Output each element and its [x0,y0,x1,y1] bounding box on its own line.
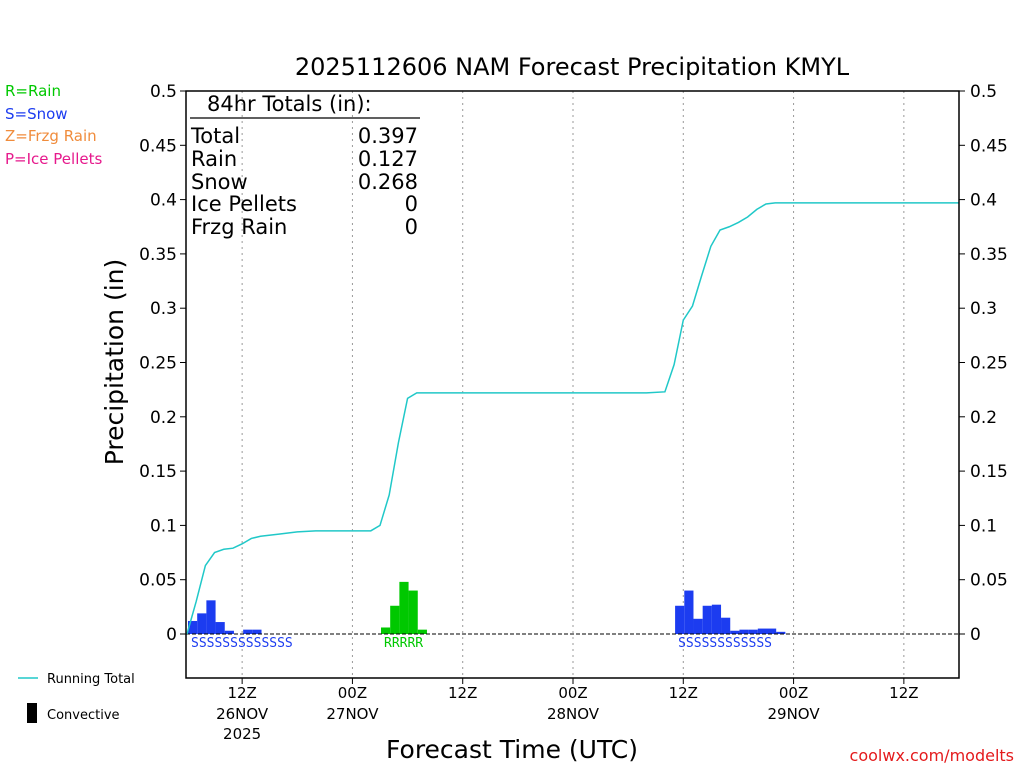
bar-snow [224,630,234,634]
y-axis-left: 0 0.05 0.1 0.15 0.2 0.25 0.3 0.35 0.4 0.45 0.5 [139,82,186,645]
totals-label-snow: Snow [191,170,248,194]
y-tick-label-right: 0.5 [970,82,997,102]
y-tick-label-right: 0.35 [970,245,1008,265]
bar-snow [215,622,225,634]
y-tick-label-right: 0.45 [970,136,1008,156]
totals-box: 84hr Totals (in): Total 0.397 Rain 0.127… [190,92,420,239]
ptype-label-row: SSSSSSSSSSSSS [191,636,293,651]
totals-label-total: Total [190,124,240,148]
totals-value-snow: 0.268 [358,170,418,194]
running-total-legend-label: Running Total [47,672,135,687]
bar-rain [381,627,391,634]
bar-rain [390,605,400,634]
y-tick-label-right: 0.1 [970,516,997,536]
x-tick-label-time: 12Z [448,684,477,702]
convective-swatch [27,703,37,723]
bar-snow [757,628,767,634]
legend-snow: S=Snow [5,105,68,123]
y-tick-label-right: 0 [970,625,981,645]
bar-snow [675,605,685,634]
x-tick-label-time: 12Z [669,684,698,702]
running-total-line [186,202,959,635]
totals-label-freezing-rain: Frzg Rain [191,215,287,239]
bar-snow [776,631,786,634]
bar-rain [399,581,409,634]
bar-snow [739,629,749,634]
y-tick-label-right: 0.25 [970,354,1008,374]
y-tick-label-right: 0.2 [970,408,997,428]
x-tick-label-time: 12Z [227,684,256,702]
bottom-legend: Running Total Convective [18,672,135,723]
y-tick-label-left: 0.4 [150,191,177,211]
y-tick-label-left: 0.2 [150,408,177,428]
x-tick-label-time: 00Z [558,684,587,702]
bar-snow [767,628,777,634]
totals-value-rain: 0.127 [358,147,418,171]
bar-snow [748,629,758,634]
totals-label-rain: Rain [191,147,237,171]
bar-snow [693,618,703,634]
x-tick-label-year: 2025 [223,725,261,743]
y-axis-right: 0 0.05 0.1 0.15 0.2 0.25 0.3 0.35 0.4 0.45 0.5 [959,82,1008,645]
bar-snow [684,590,694,634]
bar-snow [711,604,722,634]
y-tick-label-right: 0.15 [970,462,1008,482]
bar-rain [408,590,418,634]
x-axis-label: Forecast Time (UTC) [386,735,638,764]
totals-value-freezing-rain: 0 [405,215,418,239]
x-tick-label-time: 00Z [779,684,808,702]
chart-title: 2025112606 NAM Forecast Precipitation KM… [295,53,850,81]
totals-value-ice-pellets: 0 [405,192,418,216]
bar-snow [188,620,198,634]
y-tick-label-left: 0.35 [139,245,177,265]
precip-bars [188,581,786,634]
x-tick-label-date: 26NOV [216,705,269,723]
ptype-labels: SSSSSSSSSSSSS RRRRR SSSSSSSSSSSS [191,636,772,651]
legend-rain: R=Rain [5,82,61,100]
y-tick-label-left: 0.3 [150,299,177,319]
x-tick-label-time: 12Z [889,684,918,702]
grid-lines [241,91,905,678]
y-axis-label: Precipitation (in) [100,259,129,466]
y-tick-label-right: 0.3 [970,299,997,319]
y-tick-label-left: 0.05 [139,571,177,591]
x-tick-label-date: 27NOV [326,705,379,723]
y-tick-label-left: 0.45 [139,136,177,156]
y-tick-label-right: 0.4 [970,191,997,211]
totals-value-total: 0.397 [358,124,418,148]
bar-snow [197,613,207,634]
x-tick-label-date: 29NOV [768,705,821,723]
legend-freezing-rain: Z=Frzg Rain [5,127,97,145]
totals-heading: 84hr Totals (in): [207,92,372,116]
bar-snow [730,630,740,634]
y-tick-label-left: 0.1 [150,516,177,536]
ptype-label-row: RRRRR [384,636,423,651]
bar-rain [417,629,427,634]
convective-legend-label: Convective [47,708,120,723]
legend-ice-pellets: P=Ice Pellets [5,150,102,168]
x-tick-label-time: 00Z [338,684,367,702]
watermark: coolwx.com/modelts [850,746,1014,765]
bar-snow [721,617,731,634]
y-tick-label-left: 0 [166,625,177,645]
bar-snow [702,605,712,634]
ptype-label-row: SSSSSSSSSSSS [678,636,772,651]
y-tick-label-left: 0.25 [139,354,177,374]
y-tick-label-right: 0.05 [970,571,1008,591]
ptype-legend: R=Rain S=Snow Z=Frzg Rain P=Ice Pellets [5,82,102,168]
bar-snow [206,600,216,634]
bar-snow [243,629,253,634]
x-axis: 12Z 26NOV 2025 00Z 27NOV 12Z 00Z 28NOV 12Z 00Z 29N… [216,678,919,743]
totals-label-ice-pellets: Ice Pellets [191,192,297,216]
y-tick-label-left: 0.5 [150,82,177,102]
x-tick-label-date: 28NOV [547,705,600,723]
bar-snow [252,629,262,634]
y-tick-label-left: 0.15 [139,462,177,482]
